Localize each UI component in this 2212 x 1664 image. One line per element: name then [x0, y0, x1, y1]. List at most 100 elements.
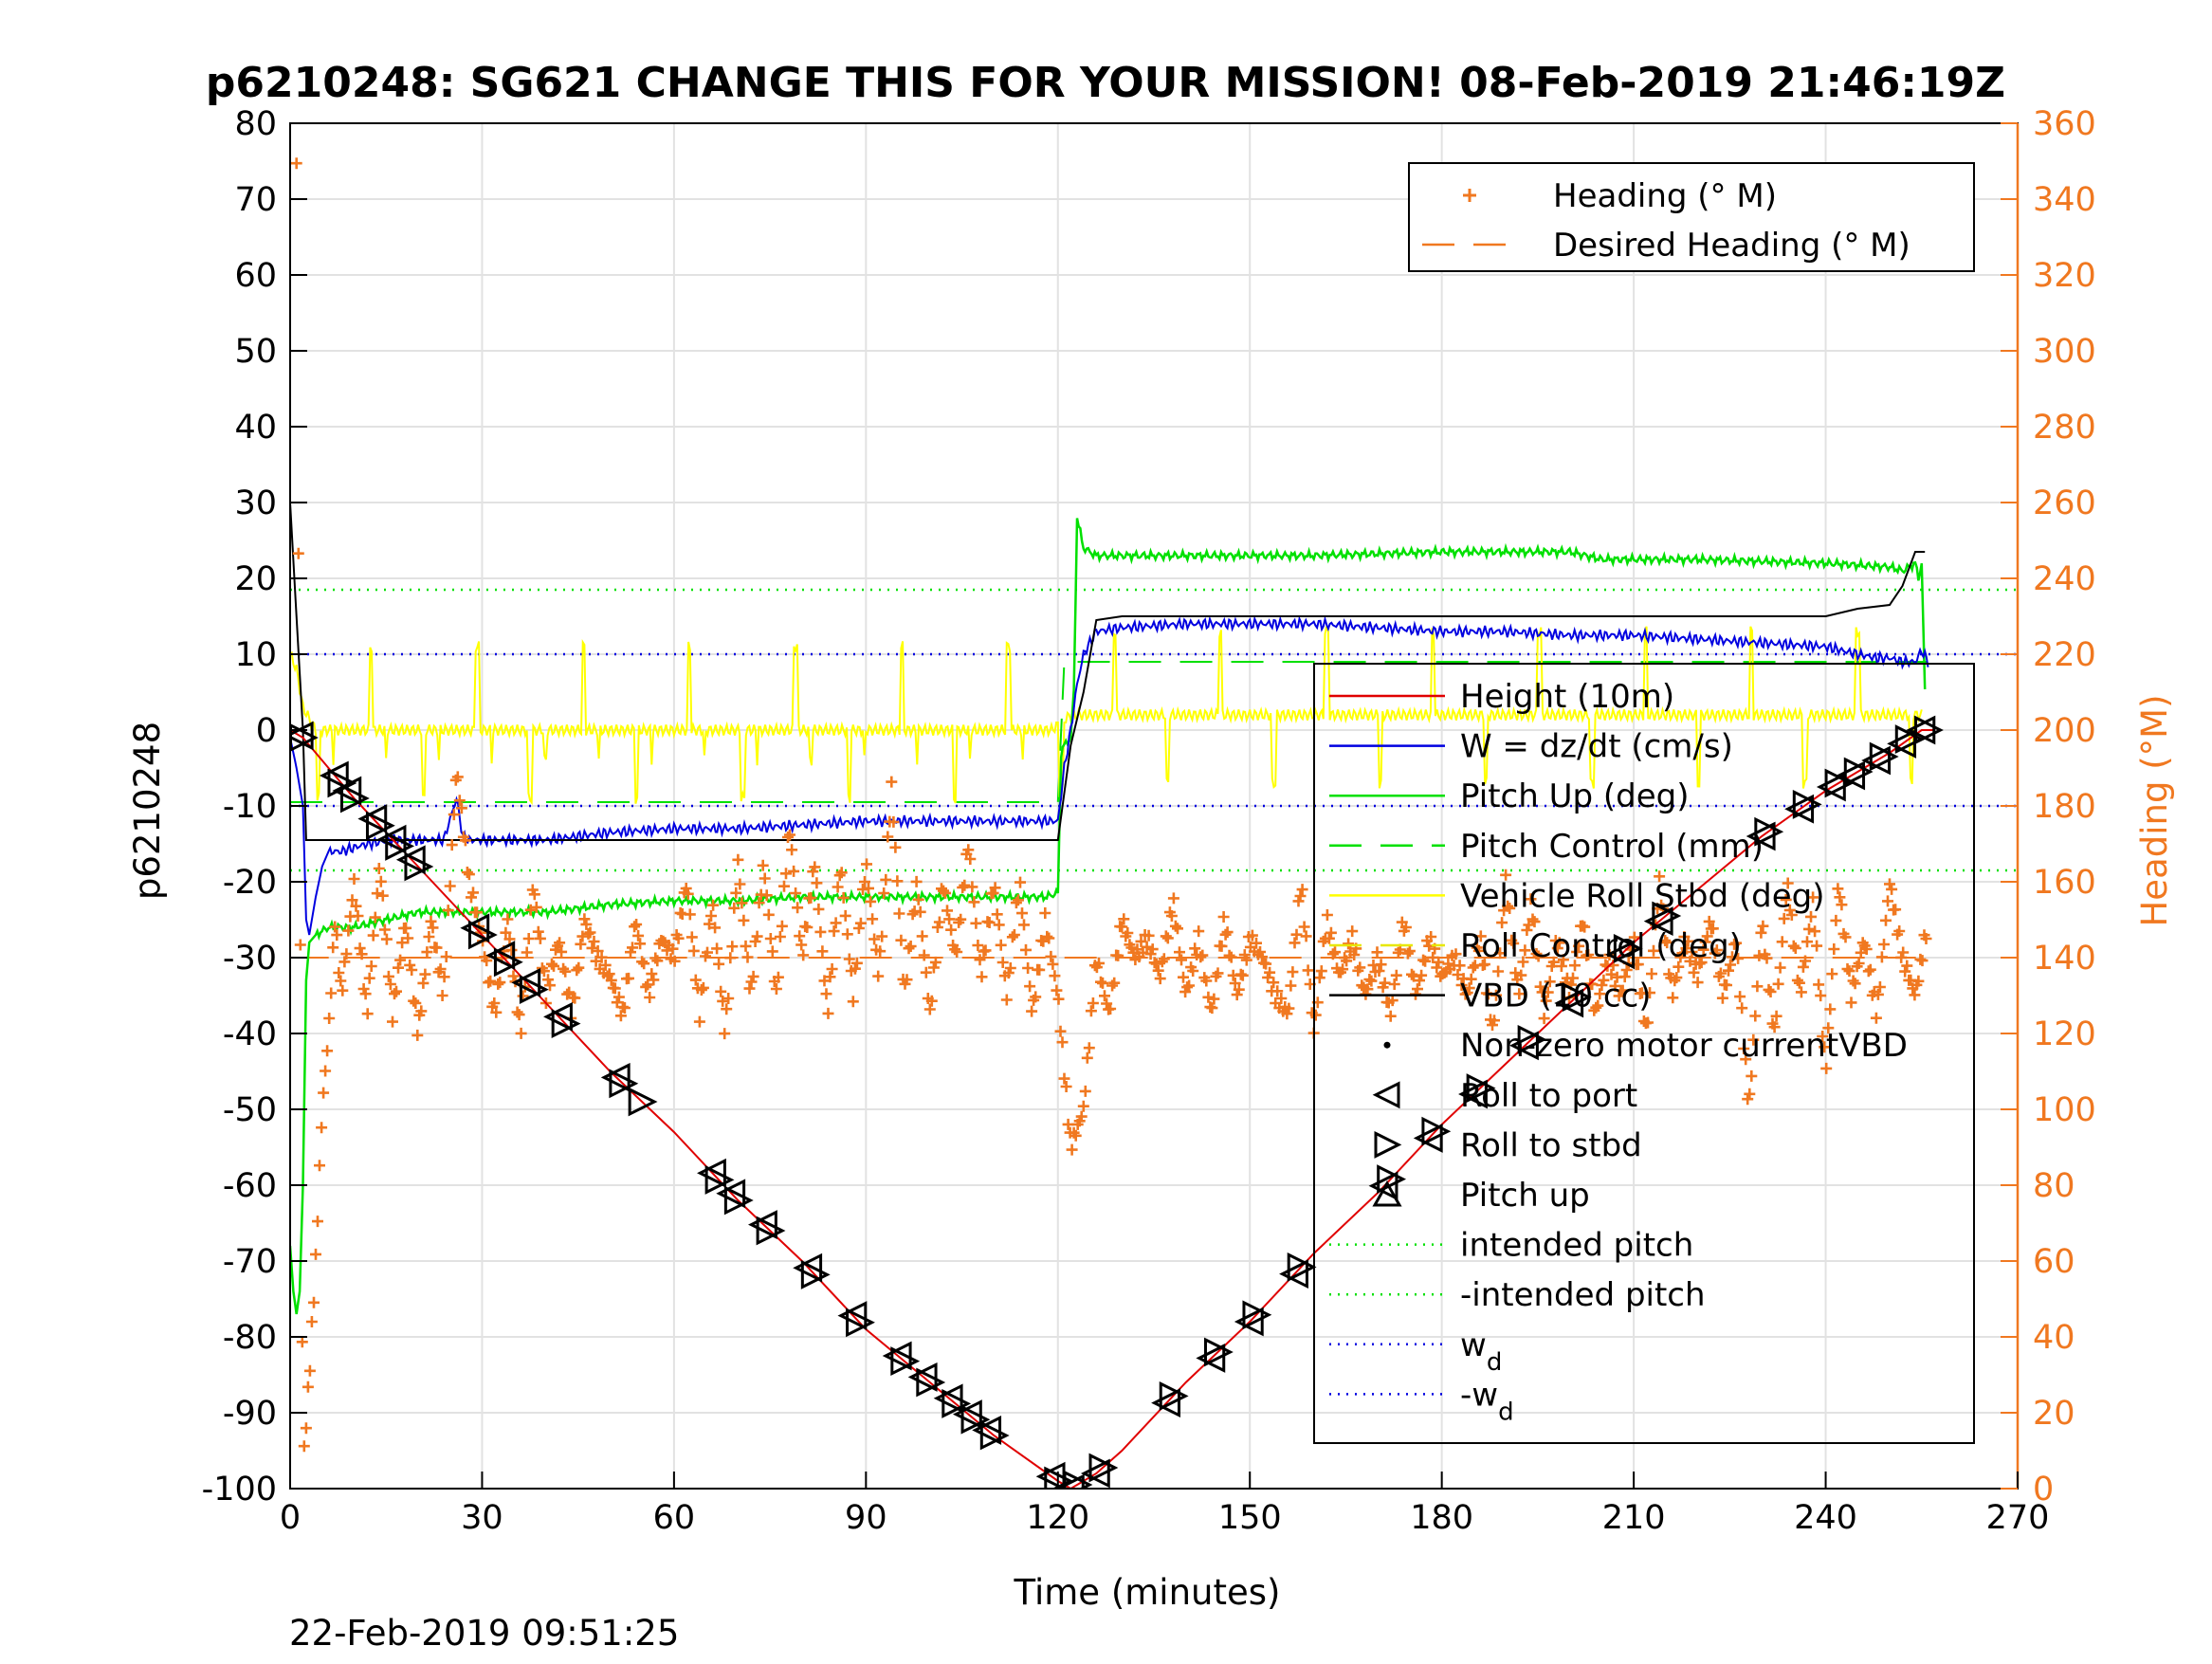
heading-point: [1356, 979, 1368, 992]
heading-point: [741, 951, 754, 963]
heading-point: [945, 923, 958, 936]
heading-point: [1427, 951, 1439, 963]
heading-point: [1052, 993, 1065, 1005]
roll-to-port-marker: [460, 913, 490, 943]
roll-to-port-marker: [697, 1158, 726, 1188]
heading-point: [1742, 1093, 1754, 1106]
roll-to-port-marker: [1151, 1388, 1180, 1418]
heading-point: [503, 933, 516, 945]
heading-point: [1043, 932, 1055, 944]
roll-to-stbd-marker: [1843, 757, 1874, 787]
heading-point: [331, 929, 343, 942]
heading-point: [1642, 1016, 1654, 1029]
heading-point: [406, 964, 418, 976]
roll-to-stbd-marker: [493, 947, 523, 978]
heading-point: [321, 1045, 334, 1057]
roll-to-stbd-marker: [1063, 1470, 1093, 1489]
heading-point: [1519, 944, 1531, 957]
heading-point: [595, 951, 608, 963]
heading-point: [1187, 965, 1199, 977]
heading-point: [1699, 936, 1711, 948]
heading-point: [1707, 923, 1719, 935]
heading-point: [772, 971, 784, 983]
roll-to-stbd-marker: [1562, 982, 1592, 1013]
heading-point: [290, 157, 302, 170]
heading-point: [687, 944, 700, 957]
heading-point: [461, 867, 473, 878]
heading-point: [1860, 943, 1873, 955]
legend-series-label: wd: [1460, 1326, 1502, 1377]
heading-point: [903, 942, 915, 955]
roll-to-stbd-marker: [1517, 1024, 1547, 1054]
heading-point: [966, 881, 978, 893]
heading-point: [333, 967, 345, 978]
y-tick-label: 20: [234, 560, 277, 598]
heading-point: [502, 913, 514, 925]
heading-point: [1847, 975, 1859, 987]
roll-to-port-marker: [600, 1062, 631, 1092]
y-tick-label: -10: [223, 788, 277, 826]
heading-point: [1206, 1002, 1218, 1015]
heading-point: [1834, 891, 1846, 904]
heading-point: [749, 936, 761, 947]
heading-point: [1502, 900, 1514, 912]
heading-point: [1749, 1010, 1762, 1022]
heading-point: [1897, 946, 1910, 959]
roll-to-port-marker: [543, 1001, 573, 1032]
heading-point: [1853, 958, 1865, 969]
roll-to-stbd-marker: [365, 811, 395, 841]
heading-point: [1195, 951, 1207, 963]
roll-to-stbd-marker: [467, 920, 498, 950]
heading-point: [605, 974, 617, 986]
heading-point: [415, 1005, 428, 1017]
heading-point: [1217, 911, 1230, 923]
heading-point: [1354, 961, 1366, 974]
heading-point: [854, 917, 867, 929]
roll-to-stbd-marker: [628, 1087, 658, 1117]
heading-point: [740, 940, 752, 952]
heading-point: [1442, 958, 1454, 970]
heading-point: [1231, 989, 1243, 1001]
heading-point: [1770, 1010, 1782, 1022]
heading-point: [1041, 930, 1053, 942]
heading-point: [444, 880, 456, 892]
heading-point: [914, 905, 926, 918]
plot-timestamp: 22-Feb-2019 09:51:25: [289, 1613, 679, 1654]
heading-point: [1912, 975, 1925, 987]
legend-series-label: Roll to port: [1460, 1077, 1637, 1115]
heading-point: [989, 882, 1001, 894]
heading-point: [384, 978, 396, 990]
heading-point: [1680, 942, 1692, 955]
heading-point: [380, 933, 393, 945]
heading-point: [646, 968, 658, 980]
heading-point: [1688, 966, 1700, 978]
heading-point: [782, 832, 794, 843]
heading-point: [1229, 978, 1241, 989]
legend-series-subscript: d: [1487, 1348, 1503, 1377]
heading-point: [974, 954, 986, 966]
heading-point: [707, 899, 720, 911]
legend-swatch: [1374, 1130, 1402, 1159]
heading-point: [1099, 990, 1110, 1002]
roll-to-stbd-marker: [1754, 816, 1784, 847]
heading-point: [1212, 967, 1224, 979]
heading-point: [925, 995, 938, 1007]
heading-point: [481, 955, 493, 967]
heading-point: [843, 953, 855, 965]
legend-series: Height (10m) W = dz/dt (cm/s) Pitch Up (de…: [1313, 663, 1975, 1444]
heading-point: [1172, 923, 1183, 935]
heading-point: [826, 963, 838, 975]
heading-point: [1275, 993, 1288, 1004]
heading-point: [1617, 984, 1629, 997]
heading-point: [430, 942, 443, 954]
heading-point: [1843, 965, 1856, 978]
heading-point: [1058, 1072, 1070, 1085]
heading-point: [1582, 949, 1595, 960]
heading-point: [421, 946, 433, 959]
heading-point: [1216, 940, 1228, 952]
heading-point: [1492, 965, 1505, 978]
heading-point: [1051, 984, 1063, 997]
heading-point: [1174, 946, 1185, 959]
heading-point: [682, 887, 694, 900]
legend-heading-label: Heading (° M): [1553, 177, 1777, 215]
